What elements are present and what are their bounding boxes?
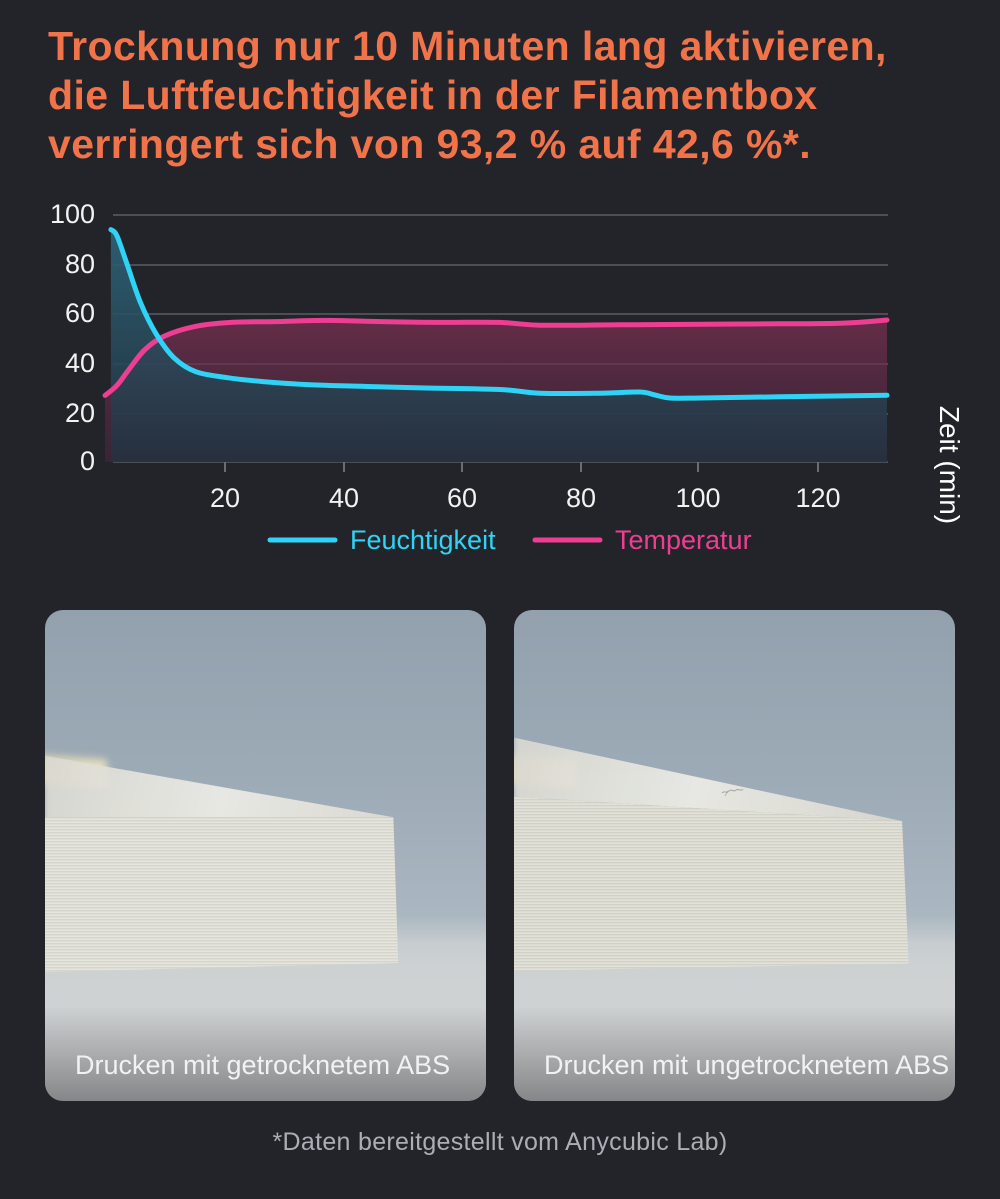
svg-text:0: 0 [80,446,95,476]
svg-text:80: 80 [566,483,596,513]
svg-text:120: 120 [795,483,840,513]
svg-text:80: 80 [65,249,95,279]
svg-text:Temperatur: Temperatur [615,525,752,555]
svg-text:60: 60 [447,483,477,513]
svg-text:100: 100 [50,199,95,229]
svg-text:40: 40 [329,483,359,513]
svg-text:Zeit (min): Zeit (min) [934,406,965,524]
svg-text:Feuchtigkeit: Feuchtigkeit [350,525,496,555]
svg-text:40: 40 [65,348,95,378]
svg-text:100: 100 [675,483,720,513]
svg-text:60: 60 [65,298,95,328]
svg-text:20: 20 [65,398,95,428]
svg-text:20: 20 [210,483,240,513]
